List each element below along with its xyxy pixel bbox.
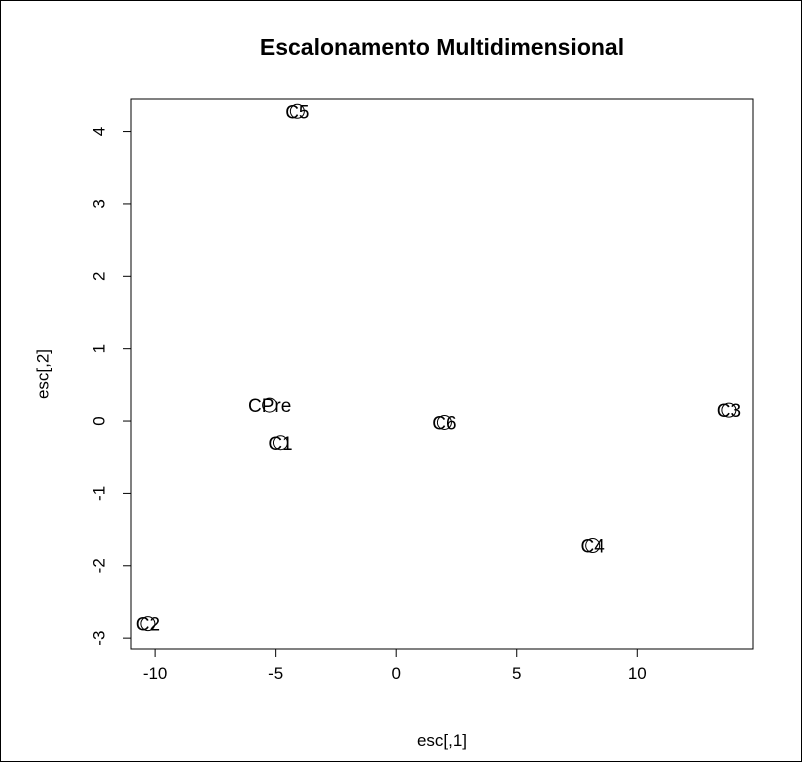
y-axis-label: esc[,2] [34, 349, 53, 399]
data-point: C2 [136, 615, 160, 636]
x-tick-label: 10 [628, 664, 647, 683]
x-tick-label: 0 [391, 664, 400, 683]
x-axis-label: esc[,1] [417, 731, 467, 750]
point-marker [140, 616, 156, 632]
y-tick-label: 3 [90, 199, 109, 208]
point-marker [262, 397, 278, 413]
point-label: CPre [248, 396, 291, 417]
point-marker [721, 402, 737, 418]
data-point: C3 [717, 401, 741, 422]
point-label: C3 [717, 401, 741, 422]
point-label: C5 [285, 102, 309, 123]
point-marker [289, 103, 305, 119]
point-label: C2 [136, 615, 160, 636]
chart-title: Escalonamento Multidimensional [260, 34, 624, 60]
data-point: C4 [581, 537, 606, 558]
data-point: C1 [268, 434, 292, 455]
point-marker [272, 435, 288, 451]
data-point: C5 [285, 102, 309, 123]
data-points: C5 CPre C1 C6 C3 C4 C2 [136, 102, 741, 635]
y-tick-label: -2 [90, 558, 109, 573]
y-tick-label: -1 [90, 486, 109, 501]
y-tick-label: 2 [90, 272, 109, 281]
y-tick-label: -3 [90, 631, 109, 646]
x-tick-label: -5 [268, 664, 283, 683]
data-point: CPre [248, 396, 291, 417]
point-marker [585, 538, 601, 554]
y-tick-label: 4 [90, 127, 109, 136]
x-axis: -10 -5 0 5 10 [143, 648, 647, 683]
plot-area [130, 98, 754, 650]
y-tick-label: 0 [90, 416, 109, 425]
data-point: C6 [432, 413, 456, 434]
point-marker [436, 414, 452, 430]
x-tick-label: -10 [143, 664, 168, 683]
point-label: C6 [432, 413, 456, 434]
point-label: C4 [581, 537, 606, 558]
x-tick-label: 5 [512, 664, 521, 683]
point-label: C1 [268, 434, 292, 455]
y-tick-label: 1 [90, 344, 109, 353]
y-axis: -3 -2 -1 0 1 2 3 4 [90, 127, 132, 646]
